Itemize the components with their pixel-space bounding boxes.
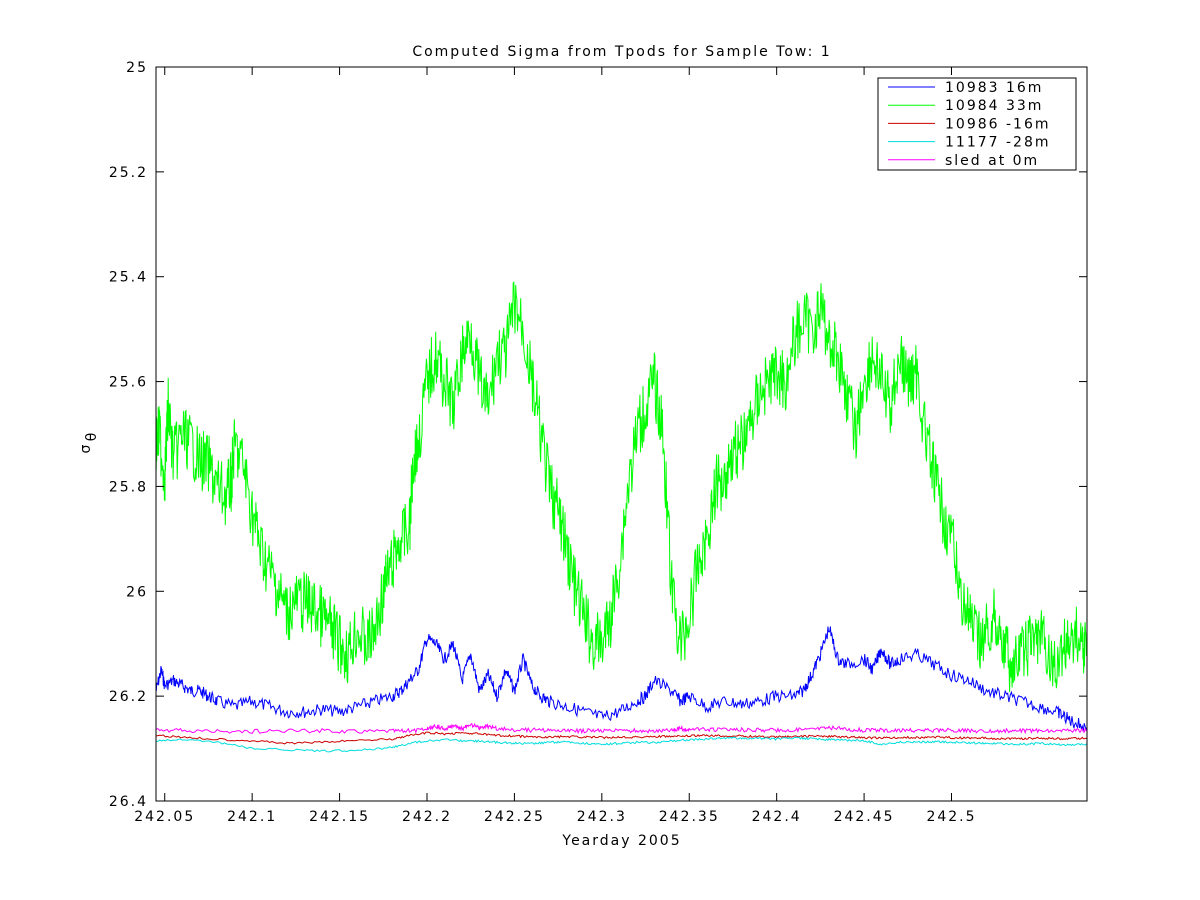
x-tick-label: 242.2 [402, 809, 452, 825]
y-tick-label: 26.2 [109, 689, 148, 705]
y-tick-label: 25.4 [109, 270, 148, 286]
x-tick-label: 242.45 [834, 809, 895, 825]
legend-entry-label: sled at 0m [945, 153, 1039, 169]
y-tick-label: 25.6 [109, 375, 148, 391]
y-axis-label-group: σ θ [78, 431, 100, 454]
x-axis-label: Yearday 2005 [561, 833, 681, 849]
y-axis-label: σ [78, 443, 94, 454]
series-line-5 [155, 722, 1088, 735]
x-tick-label: 242.3 [577, 809, 627, 825]
legend-entry-label: 10983 16m [945, 80, 1043, 96]
legend-entry-label: 10986 -16m [945, 116, 1051, 132]
series-line-4 [155, 736, 1088, 753]
y-tick-label: 25 [126, 60, 148, 76]
x-tick-label: 242.5 [926, 809, 976, 825]
plot-area: 242.05 242.1 242.15 242.2 242.25 242.3 242.35 2… [109, 60, 1088, 825]
axes-frame [155, 66, 1088, 802]
legend-entry-label: 11177 -28m [945, 135, 1051, 151]
x-tick-label: 242.15 [309, 809, 370, 825]
y-axis-label-subscript: θ [84, 431, 100, 442]
legend-box [877, 77, 1077, 171]
x-tick-label: 242.05 [134, 809, 195, 825]
y-tick-label: 25.2 [109, 165, 148, 181]
y-tick-label: 26.4 [109, 794, 148, 810]
y-tick-label: 26 [126, 584, 148, 600]
x-tick-label: 242.4 [752, 809, 802, 825]
legend-entry-label: 10984 33m [945, 98, 1043, 114]
y-tick-label: 25.8 [109, 479, 148, 495]
chart-title: Computed Sigma from Tpods for Sample Tow… [412, 44, 831, 60]
x-tick-label: 242.25 [484, 809, 545, 825]
series-line-3 [155, 731, 1088, 745]
series-line-1 [155, 626, 1088, 732]
x-tick-label: 242.35 [659, 809, 720, 825]
x-tick-label: 242.1 [227, 809, 277, 825]
series-line-2 [155, 281, 1088, 693]
legend: 10983 16m 10984 33m 10986 -16m 11177 -28m sl… [877, 77, 1077, 171]
